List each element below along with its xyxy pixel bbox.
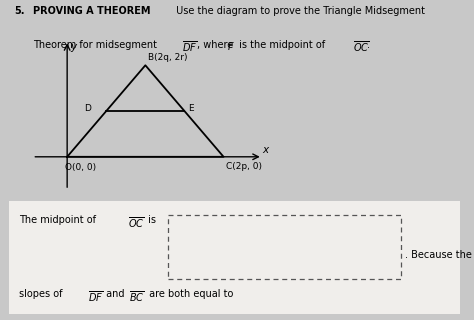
Text: $\it{F}$: $\it{F}$ — [227, 40, 234, 52]
Text: is: is — [145, 215, 155, 225]
Text: 5.: 5. — [14, 6, 25, 16]
Text: .: . — [367, 40, 370, 50]
Text: $\overline{DF}$: $\overline{DF}$ — [88, 289, 103, 304]
Text: B(2q, 2r): B(2q, 2r) — [147, 53, 187, 62]
Text: is the midpoint of: is the midpoint of — [236, 40, 328, 50]
Text: $\overline{OC}$: $\overline{OC}$ — [353, 40, 370, 54]
Text: E: E — [188, 104, 193, 114]
Text: The midpoint of: The midpoint of — [19, 215, 99, 225]
Bar — [168, 215, 401, 279]
Text: Theorem for midsegment: Theorem for midsegment — [33, 40, 160, 50]
Text: , where: , where — [197, 40, 236, 50]
Text: slopes of: slopes of — [19, 289, 65, 299]
Text: O(0, 0): O(0, 0) — [65, 163, 96, 172]
Text: and: and — [103, 289, 128, 299]
FancyBboxPatch shape — [9, 201, 460, 314]
Text: D: D — [84, 104, 91, 114]
Text: $\overline{BC}$: $\overline{BC}$ — [129, 289, 145, 304]
Text: . Because the: . Because the — [405, 250, 472, 260]
Text: $\overline{DF}$: $\overline{DF}$ — [182, 40, 198, 54]
Text: C(2p, 0): C(2p, 0) — [226, 162, 262, 171]
Text: are both equal to: are both equal to — [146, 289, 233, 299]
Text: PROVING A THEOREM: PROVING A THEOREM — [33, 6, 151, 16]
Text: $\overline{OC}$: $\overline{OC}$ — [128, 215, 145, 230]
Text: Use the diagram to prove the Triangle Midsegment: Use the diagram to prove the Triangle Mi… — [173, 6, 425, 16]
Text: x: x — [263, 145, 269, 155]
Text: y: y — [71, 42, 77, 52]
